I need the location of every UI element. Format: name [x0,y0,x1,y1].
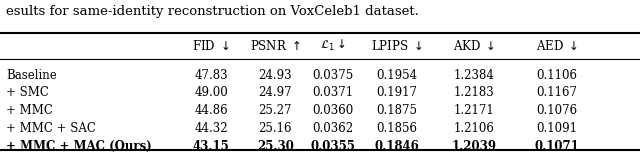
Text: 25.30: 25.30 [257,140,294,153]
Text: 0.1954: 0.1954 [376,69,417,82]
Text: Baseline: Baseline [6,69,57,82]
Text: 0.0371: 0.0371 [312,86,353,100]
Text: 24.97: 24.97 [259,86,292,100]
Text: 0.1875: 0.1875 [376,104,417,117]
Text: 25.27: 25.27 [259,104,292,117]
Text: $\mathcal{L}_1\downarrow$: $\mathcal{L}_1\downarrow$ [320,38,346,53]
Text: 43.15: 43.15 [193,140,230,153]
Text: 1.2384: 1.2384 [453,69,494,82]
Text: 0.1091: 0.1091 [536,122,577,135]
Text: 0.0360: 0.0360 [312,104,353,117]
Text: 24.93: 24.93 [259,69,292,82]
Text: 25.16: 25.16 [259,122,292,135]
Text: 0.1071: 0.1071 [534,140,579,153]
Text: AED $\downarrow$: AED $\downarrow$ [536,39,578,53]
Text: 1.2106: 1.2106 [453,122,494,135]
Text: + SMC: + SMC [6,86,49,100]
Text: 1.2171: 1.2171 [453,104,494,117]
Text: esults for same-identity reconstruction on VoxCeleb1 dataset.: esults for same-identity reconstruction … [6,5,419,18]
Text: 44.86: 44.86 [195,104,228,117]
Text: 0.1856: 0.1856 [376,122,417,135]
Text: LPIPS $\downarrow$: LPIPS $\downarrow$ [371,39,422,53]
Text: 44.32: 44.32 [195,122,228,135]
Text: 0.1076: 0.1076 [536,104,577,117]
Text: AKD $\downarrow$: AKD $\downarrow$ [452,39,495,53]
Text: PSNR $\uparrow$: PSNR $\uparrow$ [250,39,300,53]
Text: 0.0375: 0.0375 [312,69,353,82]
Text: + MMC + SAC: + MMC + SAC [6,122,96,135]
Text: 0.0362: 0.0362 [312,122,353,135]
Text: 0.1846: 0.1846 [374,140,419,153]
Text: 0.1106: 0.1106 [536,69,577,82]
Text: 0.1917: 0.1917 [376,86,417,100]
Text: 1.2039: 1.2039 [451,140,496,153]
Text: + MMC: + MMC [6,104,53,117]
Text: 47.83: 47.83 [195,69,228,82]
Text: 49.00: 49.00 [195,86,228,100]
Text: 0.1167: 0.1167 [536,86,577,100]
Text: 1.2183: 1.2183 [453,86,494,100]
Text: FID $\downarrow$: FID $\downarrow$ [193,39,230,53]
Text: + MMC + MAC (Ours): + MMC + MAC (Ours) [6,140,152,153]
Text: 0.0355: 0.0355 [310,140,355,153]
